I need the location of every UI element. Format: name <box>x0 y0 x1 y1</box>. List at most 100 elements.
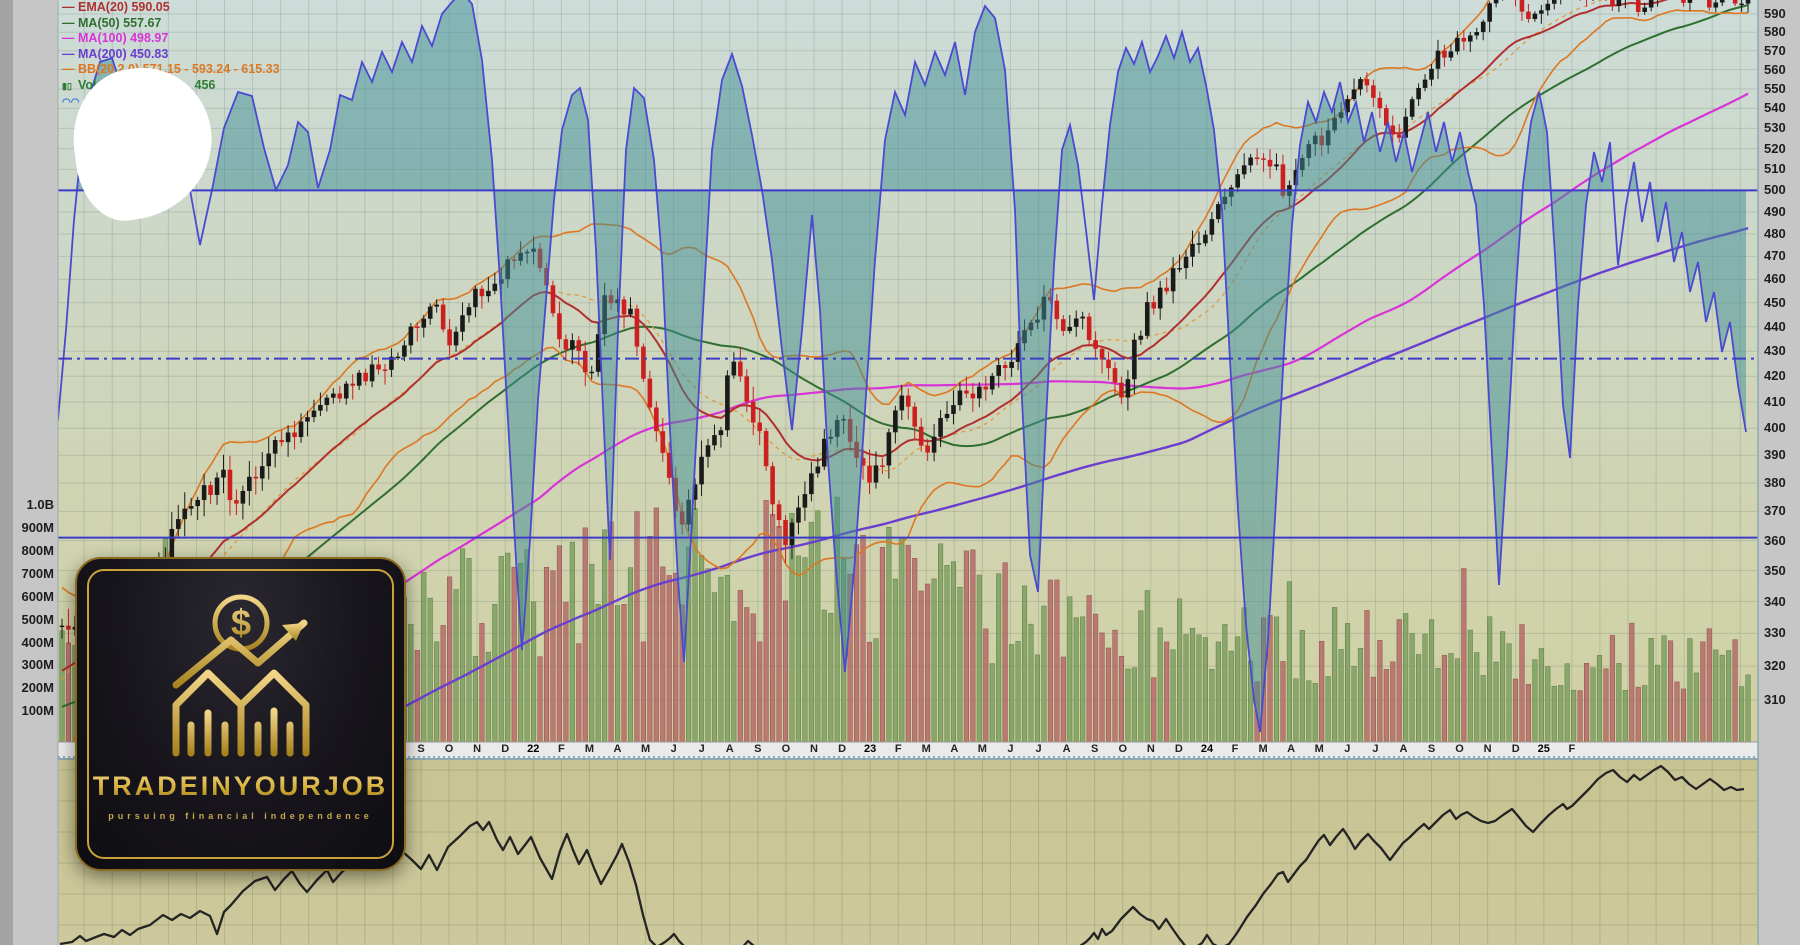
legend-text: MA(200) 450.83 <box>78 46 169 61</box>
price-tick-330: 330 <box>1764 625 1786 641</box>
month-label-J-33: J <box>1344 743 1351 755</box>
price-tick-560: 560 <box>1764 61 1786 77</box>
price-tick-470: 470 <box>1764 248 1786 264</box>
bb-lower-line <box>72 9 1749 742</box>
month-label-D-39: D <box>1511 743 1520 755</box>
legend-text: MA(50) 557.67 <box>78 15 162 30</box>
price-tick-530: 530 <box>1764 120 1786 136</box>
left-edge-strip <box>0 0 13 945</box>
month-label-N-26: N <box>1146 743 1155 755</box>
logo-gold-frame <box>87 569 394 859</box>
price-tick-590: 590 <box>1764 5 1786 21</box>
time-axis-strip <box>58 742 1758 758</box>
month-label-M-32: M <box>1314 743 1324 755</box>
price-tick-570: 570 <box>1764 42 1786 58</box>
price-tick-310: 310 <box>1764 692 1786 707</box>
legend-row-ma100: — MA(100) 498.97 <box>62 31 280 47</box>
month-label-J-10: J <box>698 743 705 755</box>
month-label-S-36: S <box>1427 743 1436 755</box>
logo-chart-arrow-icon: $ <box>172 594 309 757</box>
month-label-M-30: M <box>1258 743 1268 755</box>
legend-text: BB(20,2,0) 571.15 - 593.24 - 615.33 <box>78 62 280 76</box>
month-label-A-7: A <box>613 743 622 755</box>
month-label-F-5: F <box>557 743 565 755</box>
price-tick-430: 430 <box>1764 343 1786 359</box>
volume-tick-700M: 700M <box>21 565 54 581</box>
month-label-J-34: J <box>1372 743 1379 755</box>
month-label-N-14: N <box>809 743 818 755</box>
month-label-O-37: O <box>1455 743 1464 755</box>
month-label-O-13: O <box>781 743 791 755</box>
volume-tick-400M: 400M <box>21 634 54 650</box>
volume-tick-500M: 500M <box>21 611 54 627</box>
month-label-N-38: N <box>1483 743 1492 755</box>
month-label-M-6: M <box>584 743 594 755</box>
line-swatch-icon: — <box>62 15 75 30</box>
month-label-D-15: D <box>838 743 847 755</box>
month-label-A-11: A <box>725 743 734 755</box>
legend-row-ma50: — MA(50) 557.67 <box>62 16 280 32</box>
right-margin <box>1759 0 1800 945</box>
line-swatch-icon: — <box>62 62 75 76</box>
logo-tagline: pursuing financial independence <box>108 811 373 821</box>
bb-upper-line <box>61 0 1490 619</box>
month-label-D-27: D <box>1174 743 1183 755</box>
month-label-M-8: M <box>640 743 651 755</box>
line-swatch-icon: — <box>62 0 75 14</box>
line-swatch-icon: — <box>62 46 75 61</box>
ma50-line <box>61 4 1749 708</box>
line-swatch-icon: — <box>62 31 75 45</box>
month-label-F-29: F <box>1231 743 1239 755</box>
price-tick-500: 500 <box>1764 182 1786 198</box>
month-label-S-24: S <box>1091 743 1099 755</box>
month-label-M-20: M <box>977 743 987 755</box>
legend-row-ma200: — MA(200) 450.83 <box>62 47 280 63</box>
month-label-O-25: O <box>1118 743 1128 755</box>
price-tick-390: 390 <box>1764 447 1786 463</box>
month-label-N-2: N <box>473 743 482 755</box>
legend-text: EMA(20) 590.05 <box>78 0 170 14</box>
price-tick-580: 580 <box>1764 24 1786 40</box>
month-label-F-17: F <box>894 743 902 755</box>
tradeinyourjob-logo: $ TRADEINYOURJOB pursuing financial inde… <box>75 557 406 871</box>
lower-panel <box>59 764 1745 945</box>
price-tick-540: 540 <box>1764 100 1786 116</box>
volume-bars-icon: ▮▯ <box>62 80 72 91</box>
month-label-A-35: A <box>1399 743 1408 755</box>
legend-row-overlay-blue: ◠◠ <box>62 94 280 111</box>
legend-row-volume: ▮▯ Vol 456 <box>62 78 280 95</box>
legend-text-suffix: 456 <box>194 77 216 92</box>
price-tick-340: 340 <box>1764 593 1786 609</box>
price-tick-420: 420 <box>1764 368 1786 384</box>
legend-row-ema20: — EMA(20) 590.05 <box>62 0 280 16</box>
volume-tick-300M: 300M <box>21 657 54 673</box>
indicator-legend: — EMA(20) 590.05— MA(50) 557.67— MA(100) 49… <box>62 0 280 111</box>
legend-text: MA(100) 498.97 <box>78 31 169 45</box>
month-label-J-22: J <box>1035 743 1042 755</box>
price-tick-440: 440 <box>1764 318 1786 334</box>
price-tick-480: 480 <box>1764 225 1786 241</box>
price-tick-510: 510 <box>1764 161 1786 177</box>
month-label-25-40: 25 <box>1537 743 1550 755</box>
price-tick-450: 450 <box>1764 294 1786 310</box>
month-label-O-1: O <box>444 743 454 755</box>
volume-tick-800M: 800M <box>21 542 54 558</box>
month-label-22-4: 22 <box>527 743 540 755</box>
price-tick-370: 370 <box>1764 503 1786 519</box>
month-label-J-21: J <box>1007 743 1014 755</box>
month-label-24-28: 24 <box>1200 743 1214 755</box>
volume-tick-200M: 200M <box>21 680 54 696</box>
price-tick-350: 350 <box>1764 562 1786 578</box>
wave-icon: ◠◠ <box>62 97 80 108</box>
price-tick-490: 490 <box>1764 203 1786 219</box>
month-label-M-18: M <box>921 743 931 755</box>
mountain-chart-icon <box>172 619 309 757</box>
month-label-23-16: 23 <box>863 743 877 755</box>
month-label-F-41: F <box>1568 743 1576 755</box>
price-tick-360: 360 <box>1764 532 1786 548</box>
breadth-indicator-line <box>59 764 1745 945</box>
price-tick-400: 400 <box>1764 420 1786 436</box>
price-tick-520: 520 <box>1764 140 1786 156</box>
price-tick-380: 380 <box>1764 474 1786 490</box>
